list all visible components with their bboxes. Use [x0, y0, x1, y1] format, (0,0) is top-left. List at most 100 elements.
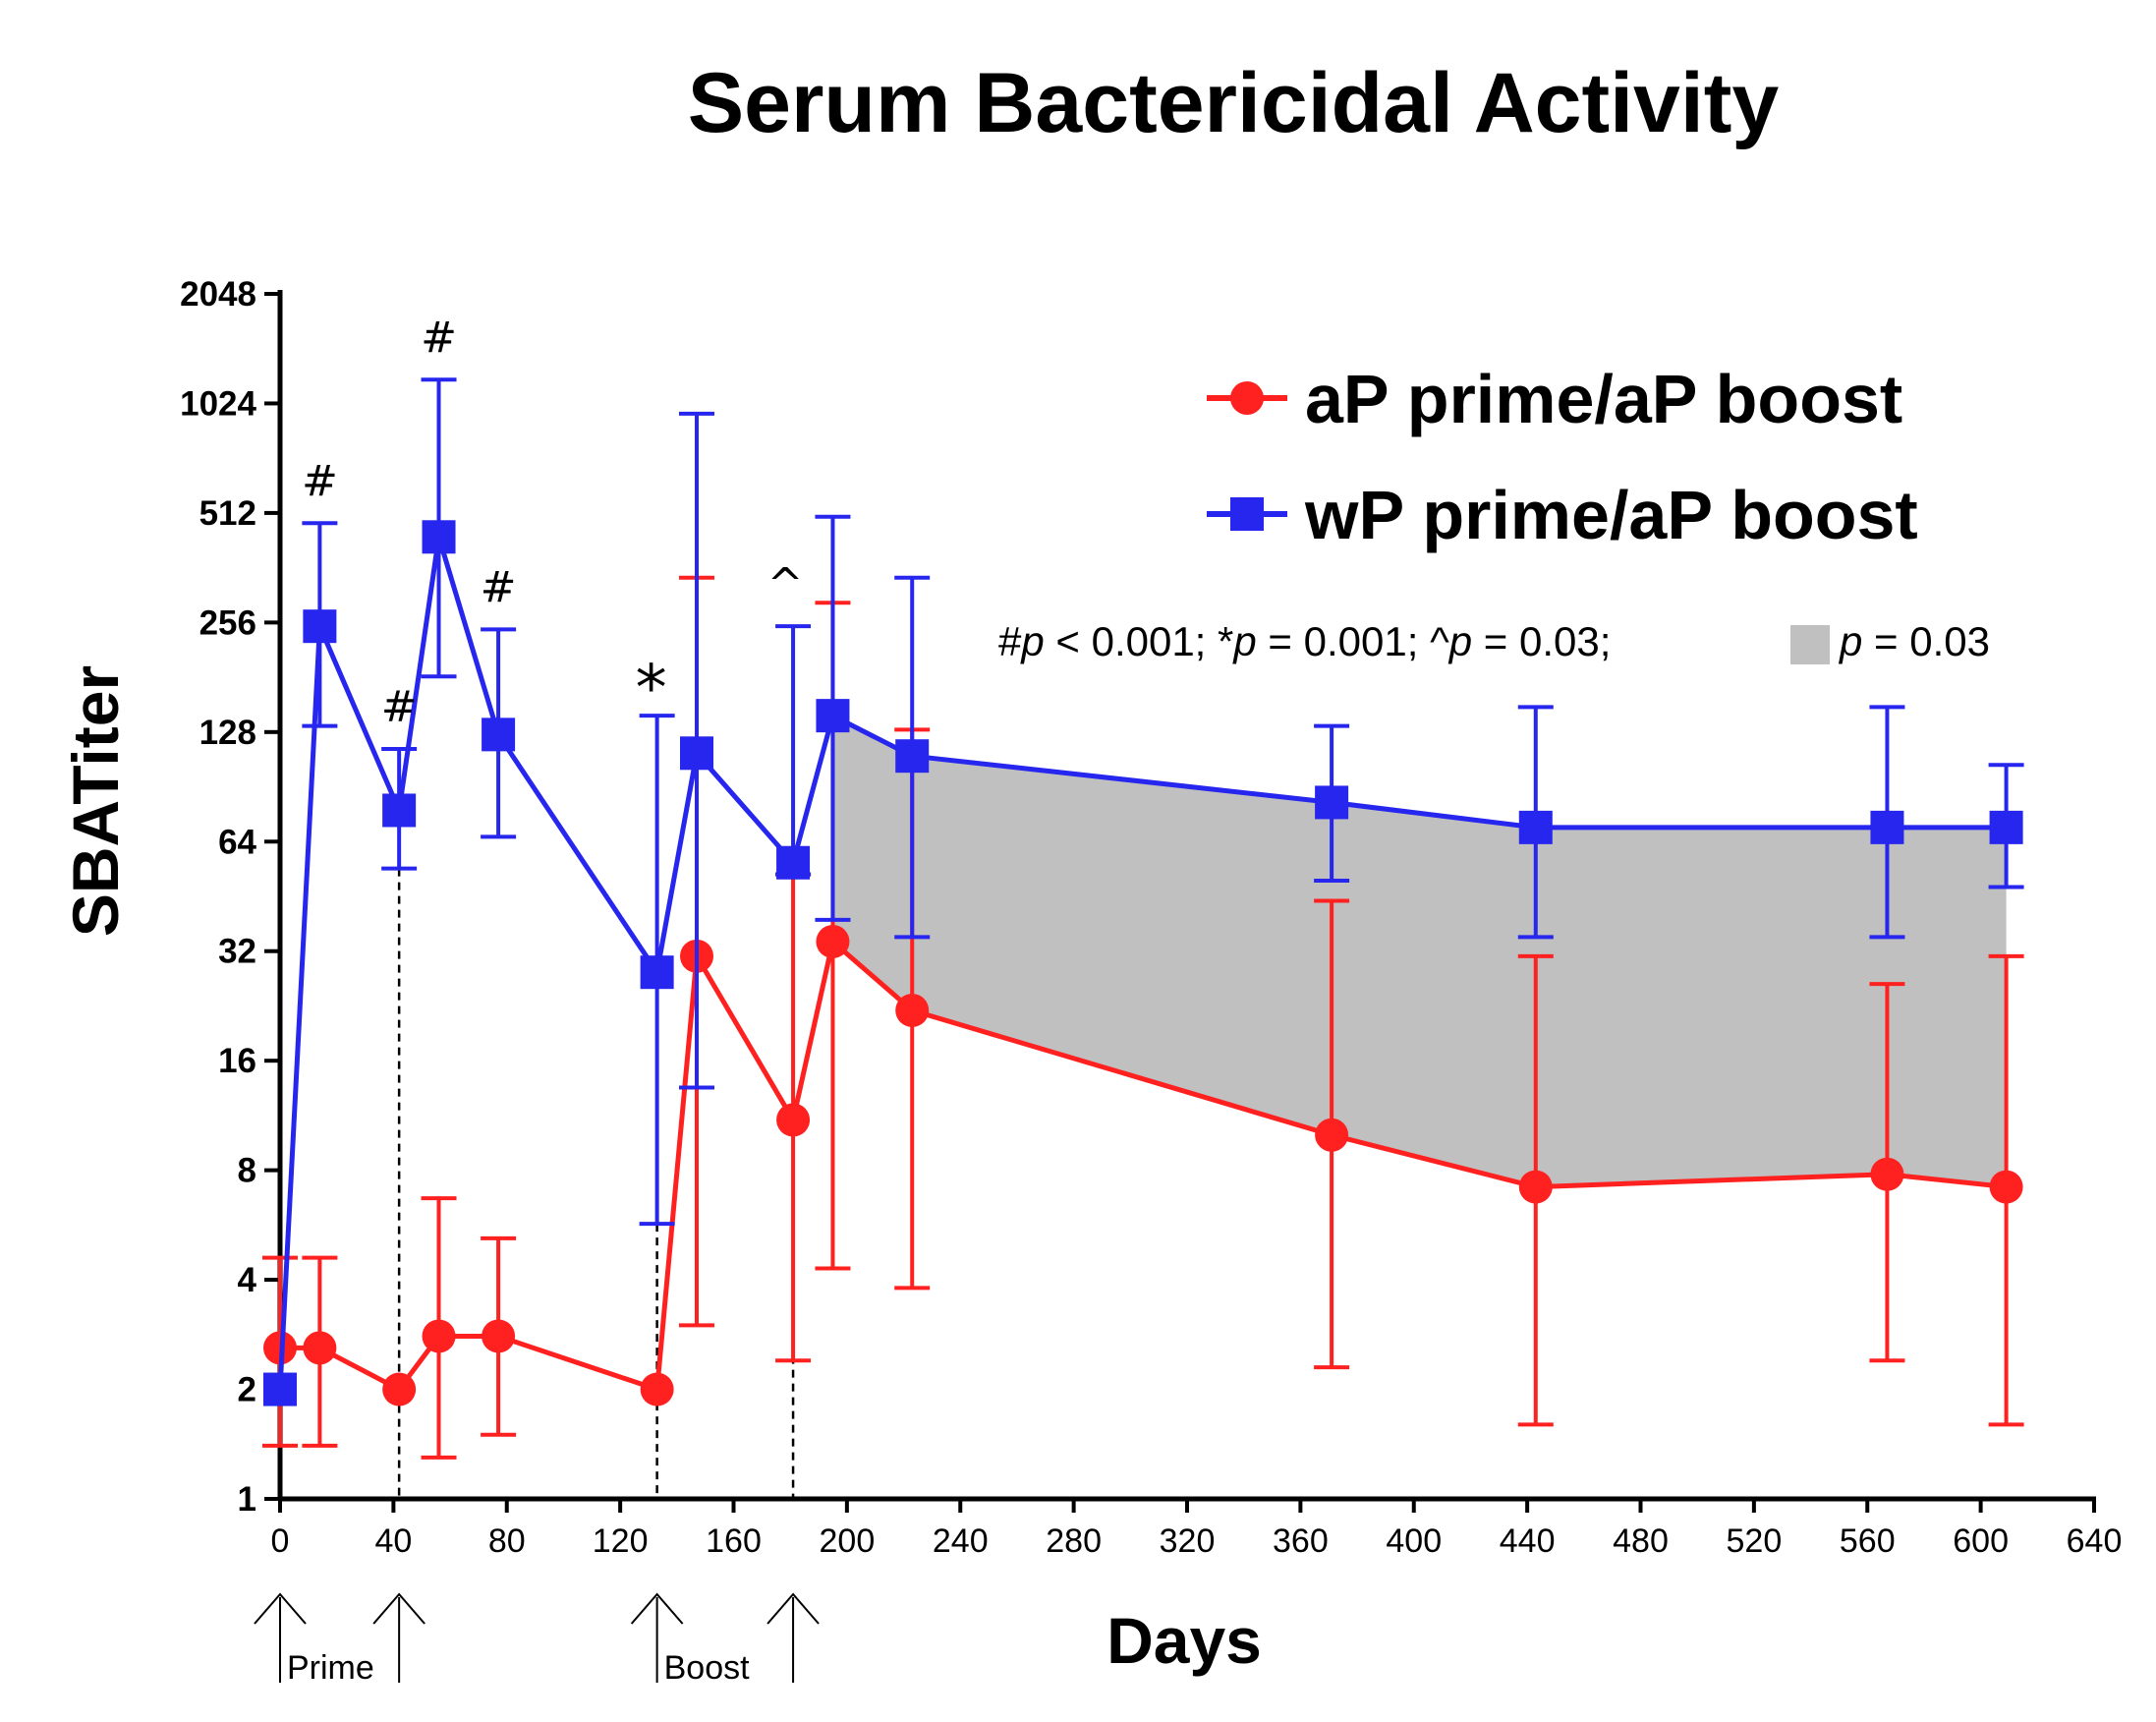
data-point-1-5 [640, 955, 674, 990]
data-point-1-7 [776, 845, 811, 880]
y-tick-label-1: 2 [238, 1371, 256, 1409]
axes: 1 2 4 8 16 32 64 128 256 512 1024 2048 0 40 80 120 160 20… [180, 275, 2122, 1560]
data-point-0-4 [482, 1319, 516, 1353]
note-shade-value: = 0.03 [1862, 618, 1990, 664]
x-tick-label-15: 600 [1953, 1522, 2009, 1560]
x-tick-label-10: 400 [1386, 1522, 1442, 1560]
data-point-0-9 [895, 993, 930, 1027]
schedule-arrow-head-2 [630, 1592, 684, 1625]
data-point-0-3 [422, 1319, 456, 1353]
y-tick-label-2: 4 [238, 1261, 257, 1299]
series-0-markers [263, 924, 2023, 1406]
significance-shaded-region [832, 716, 2007, 1187]
svg-text:p = 0.03: p = 0.03 [1838, 618, 1990, 664]
x-tick-label-14: 560 [1840, 1522, 1896, 1560]
y-tick-label-6: 64 [218, 823, 256, 861]
data-point-1-13 [1989, 810, 2023, 844]
y-tick-label-7: 128 [199, 714, 256, 752]
data-point-1-11 [1518, 810, 1553, 844]
legend-wp-label: wP prime/aP boost [1304, 477, 1918, 553]
data-series [262, 377, 2024, 1460]
data-point-1-8 [816, 699, 850, 733]
data-point-0-13 [1989, 1170, 2023, 1204]
x-tick-label-7: 280 [1046, 1522, 1102, 1560]
schedule-label-boost: Boost [664, 1649, 750, 1687]
x-tick-label-16: 640 [2067, 1522, 2123, 1560]
x-tick-label-11: 440 [1500, 1522, 1556, 1560]
note-shade-swatch [1790, 625, 1830, 664]
significance-marker-5: ^ [767, 559, 804, 609]
significance-marker-1: # [381, 682, 418, 732]
data-point-1-3 [422, 520, 456, 554]
data-point-1-4 [482, 718, 516, 752]
x-tick-label-5: 200 [820, 1522, 876, 1560]
x-tick-label-12: 480 [1613, 1522, 1669, 1560]
y-tick-label-10: 1024 [180, 384, 256, 423]
significance-marker-2: # [421, 313, 457, 363]
data-point-0-12 [1870, 1157, 1904, 1191]
y-tick-label-11: 2048 [180, 275, 256, 314]
x-tick-label-2: 80 [488, 1522, 526, 1560]
significance-marker-3: # [481, 562, 517, 612]
x-tick-label-1: 40 [374, 1522, 412, 1560]
schedule-arrow-head-1 [372, 1592, 426, 1625]
series-ap [262, 575, 2024, 1460]
significance-note: #p < 0.001; *p = 0.001; ^p = 0.03; p = 0… [998, 618, 1990, 664]
significance-marker-0: # [302, 456, 338, 506]
x-tick-label-3: 120 [593, 1522, 649, 1560]
data-point-1-12 [1870, 810, 1904, 844]
data-point-1-2 [382, 793, 417, 828]
data-point-0-8 [816, 924, 850, 958]
data-point-1-0 [263, 1372, 297, 1406]
y-tick-label-8: 256 [199, 603, 256, 642]
svg-text:#p < 0.001; *p = 0.001; ^p = 0: #p < 0.001; *p = 0.001; ^p = 0.03; [998, 618, 1611, 664]
vaccination-schedule: Prime Boost [254, 1592, 820, 1687]
note-hash-p: p [1019, 618, 1044, 664]
legend-ap-marker [1230, 381, 1264, 415]
data-point-0-1 [303, 1331, 337, 1365]
series-line-1 [277, 534, 2007, 1390]
series-1-markers [263, 520, 2023, 1406]
data-point-0-7 [776, 1103, 811, 1137]
data-point-0-2 [382, 1372, 417, 1406]
schedule-arrow-head-0 [254, 1592, 307, 1625]
x-tick-label-6: 240 [933, 1522, 989, 1560]
y-tick-label-0: 1 [238, 1480, 256, 1519]
x-tick-label-9: 360 [1273, 1522, 1329, 1560]
x-axis-title: Days [1106, 1604, 1262, 1677]
y-tick-label-5: 32 [218, 933, 256, 971]
chart-title: Serum Bactericidal Activity [688, 56, 1780, 150]
significance-markers: # # # # * ^ [302, 313, 804, 732]
x-tick-label-4: 160 [706, 1522, 762, 1560]
x-tick-label-13: 520 [1727, 1522, 1783, 1560]
legend-ap-label: aP prime/aP boost [1305, 361, 1902, 437]
note-caret-p: p [1447, 618, 1472, 664]
data-point-0-11 [1518, 1170, 1553, 1204]
series-wp [263, 377, 2024, 1406]
x-tick-label-8: 320 [1160, 1522, 1216, 1560]
note-hash-value: < 0.001; [1045, 618, 1218, 664]
note-caret-value: = 0.03; [1472, 618, 1611, 664]
data-point-0-10 [1315, 1118, 1349, 1152]
note-caret: ^ [1430, 618, 1449, 664]
significance-marker-4: * [636, 653, 667, 725]
schedule-arrow-head-3 [766, 1592, 820, 1625]
y-tick-label-3: 8 [238, 1152, 256, 1190]
note-star-p: p [1231, 618, 1256, 664]
data-point-1-6 [680, 736, 714, 771]
shaded-region [832, 716, 2007, 1187]
data-point-1-10 [1315, 785, 1349, 820]
y-tick-label-9: 512 [199, 494, 256, 533]
legend: aP prime/aP boost wP prime/aP boost [1207, 361, 1918, 553]
y-tick-label-4: 16 [218, 1042, 256, 1080]
note-star: * [1218, 618, 1233, 664]
data-point-1-1 [303, 609, 337, 644]
x-tick-label-0: 0 [271, 1522, 290, 1560]
note-hash: # [998, 618, 1022, 664]
data-point-1-9 [895, 739, 930, 774]
note-shade-p: p [1838, 618, 1862, 664]
y-axis-title: SBATiter [59, 665, 132, 937]
schedule-label-prime: Prime [287, 1649, 374, 1687]
data-point-0-5 [640, 1372, 674, 1406]
